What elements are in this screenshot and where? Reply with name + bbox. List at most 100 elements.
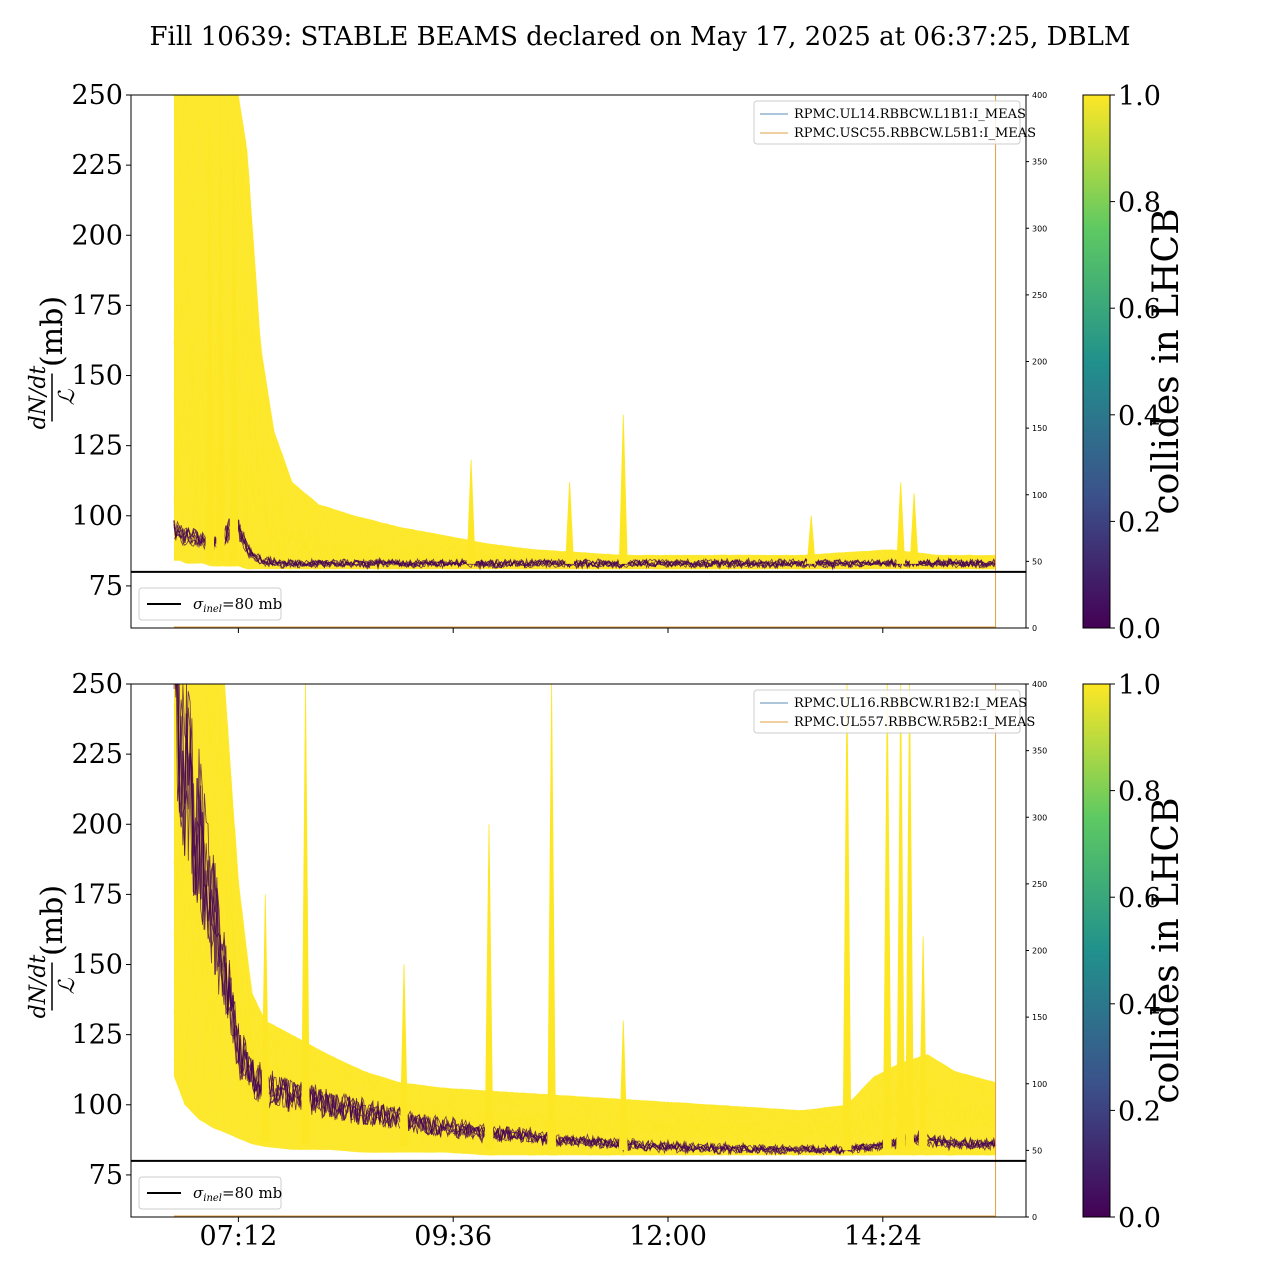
y-tick-label: 250 xyxy=(71,669,123,700)
y-tick-label: 250 xyxy=(71,80,123,111)
figure-title: Fill 10639: STABLE BEAMS declared on May… xyxy=(150,22,1131,52)
reference-legend-box xyxy=(138,587,282,621)
top-plot-area xyxy=(131,95,1026,628)
y-label-numerator: dN/dt xyxy=(26,955,51,1019)
y2-tick-label: 250 xyxy=(1032,291,1047,300)
bottom-legend: RPMC.UL16.RBBCW.R1B2:I_MEAS RPMC.UL557.RB… xyxy=(753,689,1035,734)
y2-tick-label: 200 xyxy=(1032,947,1047,956)
colorbar-tick-label: 0.2 xyxy=(1118,507,1161,538)
top-colorbar: 0.0 0.2 0.4 0.6 0.8 1.0 collides in LHCB xyxy=(1082,81,1187,645)
x-tick-label: 09:36 xyxy=(414,1221,492,1252)
sigma-value: =80 mb xyxy=(222,1184,282,1202)
colliding-trace xyxy=(173,198,994,564)
loss-spike xyxy=(216,95,225,562)
y-label-unit: (mb) xyxy=(35,885,70,956)
colliding-trace xyxy=(173,837,995,1141)
y2-tick-label: 150 xyxy=(1032,424,1047,433)
sigma-value: =80 mb xyxy=(222,595,282,613)
colliding-envelope-band xyxy=(174,95,996,570)
colorbar-tick-label: 0.4 xyxy=(1118,990,1161,1021)
loss-spike xyxy=(618,414,628,564)
loss-spike xyxy=(229,95,239,562)
y2-tick-label: 300 xyxy=(1032,813,1047,822)
y2-tick-label: 50 xyxy=(1032,1146,1042,1155)
y-label-denominator: ℒ xyxy=(55,388,80,405)
colliding-trace xyxy=(173,140,995,562)
legend-entry: RPMC.UL16.RBBCW.R1B2:I_MEAS xyxy=(794,696,1027,711)
y-label-numerator: dN/dt xyxy=(26,366,51,430)
colorbar-tick-label: 0.4 xyxy=(1118,401,1161,432)
colorbar-label: collides in LHCB xyxy=(1146,797,1187,1103)
y-tick-label: 175 xyxy=(71,879,123,910)
colorbar-tick-label: 0.8 xyxy=(1118,777,1161,808)
y-label-group: dN/dt ℒ (mb) xyxy=(26,296,80,429)
colliding-trace xyxy=(173,95,994,558)
y-tick-label: 200 xyxy=(71,809,123,840)
y2-tick-label: 250 xyxy=(1032,880,1047,889)
loss-spike xyxy=(205,95,215,561)
legend-entry: RPMC.USC55.RBBCW.L5B1:I_MEAS xyxy=(794,126,1036,141)
loss-spike xyxy=(909,493,919,564)
y2-tick-label: 350 xyxy=(1032,747,1047,756)
bottom-axes: 75 100 125 150 175 200 225 250 0 50 100 150 200 250 30… xyxy=(71,669,1047,1252)
loss-spike xyxy=(301,684,310,1145)
sigma-subscript: inel xyxy=(203,604,222,615)
non-colliding-trace xyxy=(173,518,996,570)
x-tick-label: 14:24 xyxy=(844,1221,922,1252)
y-tick-label: 125 xyxy=(71,431,123,462)
y-tick-label: 100 xyxy=(71,501,123,532)
non-colliding-trace xyxy=(175,684,996,1156)
colorbar-tick-label: 0.6 xyxy=(1118,294,1161,325)
y2-tick-label: 400 xyxy=(1032,91,1047,100)
loss-spike xyxy=(842,684,852,1151)
loss-spike xyxy=(260,894,270,1142)
x-tick-label: 12:00 xyxy=(629,1221,707,1252)
loss-spike xyxy=(896,684,906,1151)
loss-spike xyxy=(466,459,476,564)
colorbar-tick-label: 1.0 xyxy=(1118,81,1161,112)
loss-spike xyxy=(905,684,915,1151)
y2-tick-label: 100 xyxy=(1032,491,1047,500)
y-tick-label: 225 xyxy=(71,739,123,770)
sigma-symbol: σ xyxy=(193,595,204,613)
loss-spike xyxy=(399,964,409,1148)
loss-spike xyxy=(918,936,928,1151)
colorbar-tick-label: 1.0 xyxy=(1118,670,1161,701)
colorbar-tick-label: 0.0 xyxy=(1118,614,1161,645)
legend-entry: RPMC.UL14.RBBCW.L1B1:I_MEAS xyxy=(794,107,1026,122)
colliding-trace xyxy=(173,960,994,1156)
y-tick-label: 150 xyxy=(71,950,123,981)
colliding-trace xyxy=(173,428,994,570)
colliding-trace xyxy=(173,420,994,571)
y-label-denominator: ℒ xyxy=(55,977,80,994)
y-tick-label: 200 xyxy=(71,220,123,251)
top-panel: 75 100 125 150 175 200 225 250 0 50 100 150 200 250 30… xyxy=(26,80,1047,633)
reference-legend-box xyxy=(138,1176,282,1210)
reference-legend-label: σinel=80 mb xyxy=(193,595,282,615)
top-reference-legend: σinel=80 mb xyxy=(138,587,282,621)
y-tick-label: 100 xyxy=(71,1090,123,1121)
bottom-plot-area xyxy=(131,684,1026,1217)
sigma-symbol: σ xyxy=(193,1184,204,1202)
legend-entry: RPMC.UL557.RBBCW.R5B2:I_MEAS xyxy=(794,715,1035,730)
loss-spike xyxy=(565,482,575,564)
colliding-trace xyxy=(173,684,995,1123)
top-y-axis-label: dN/dt ℒ (mb) xyxy=(26,296,80,429)
colliding-trace xyxy=(173,684,994,1124)
y2-tick-label: 200 xyxy=(1032,358,1047,367)
colorbar-tick-label: 0.6 xyxy=(1118,883,1161,914)
loss-spike xyxy=(882,684,892,1151)
y-tick-label: 150 xyxy=(71,361,123,392)
y-tick-label: 125 xyxy=(71,1020,123,1051)
y-label-group: dN/dt ℒ (mb) xyxy=(26,885,80,1018)
y-tick-label: 75 xyxy=(89,1160,123,1191)
top-axes: 75 100 125 150 175 200 225 250 0 50 100 150 200 250 30… xyxy=(71,80,1047,633)
y-tick-label: 225 xyxy=(71,150,123,181)
legend-box xyxy=(753,100,1021,145)
y2-tick-label: 0 xyxy=(1032,624,1037,633)
legend-box xyxy=(753,689,1021,734)
colorbar-tick-label: 0.0 xyxy=(1118,1203,1161,1234)
non-colliding-trace xyxy=(176,684,996,1156)
y2-tick-label: 0 xyxy=(1032,1213,1037,1222)
y-label-unit: (mb) xyxy=(35,296,70,367)
